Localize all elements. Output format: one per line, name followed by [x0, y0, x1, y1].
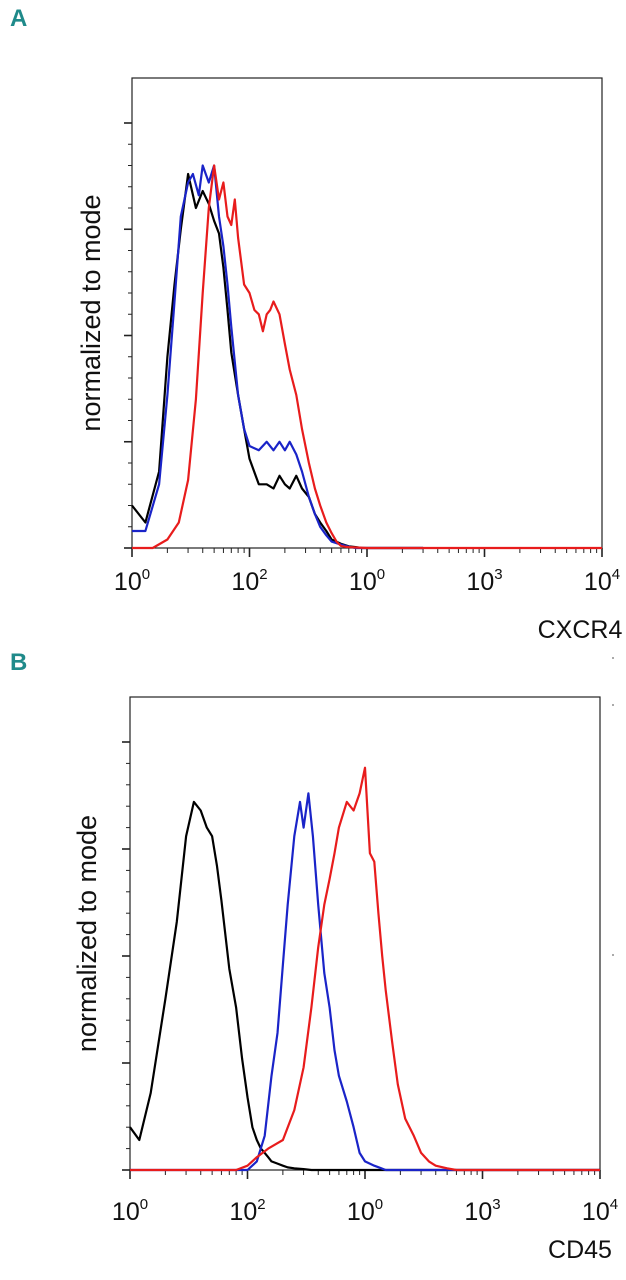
y-axis-ticks — [122, 741, 130, 1171]
x-tick-label: 104 — [584, 566, 620, 596]
series-line-3 — [130, 766, 600, 1172]
series-line-2 — [132, 164, 424, 550]
x-tick-label: 103 — [464, 1196, 500, 1226]
panel-B: B 100 102 100 103 104 normalized to mode CD45 — [10, 649, 618, 1264]
x-tick-label: 100 — [347, 1196, 383, 1226]
x-axis-label: CD45 — [548, 1236, 612, 1264]
series-line-1 — [131, 172, 424, 550]
x-axis-ticks — [131, 548, 603, 557]
panel-letter: B — [10, 649, 27, 676]
x-tick-label: 103 — [466, 566, 502, 596]
x-tick-label: 104 — [582, 1196, 618, 1226]
series-line-1 — [129, 800, 600, 1172]
y-axis-label: normalized to mode — [72, 815, 102, 1052]
series-line-3 — [132, 164, 602, 550]
y-axis-label: normalized to mode — [76, 194, 106, 431]
x-tick-label: 100 — [114, 566, 150, 596]
x-tick-label: 100 — [112, 1196, 148, 1226]
panel-A: A 100 102 100 103 104 normalized to mode CXCR4 — [10, 5, 622, 644]
y-axis-ticks — [124, 122, 132, 549]
x-tick-label: 100 — [349, 566, 385, 596]
series-line-2 — [130, 792, 600, 1172]
x-axis-label: CXCR4 — [538, 616, 623, 644]
panel-letter: A — [10, 5, 27, 32]
x-tick-label: 102 — [231, 566, 267, 596]
x-tick-label: 102 — [229, 1196, 265, 1226]
x-axis-ticks — [129, 1170, 601, 1179]
